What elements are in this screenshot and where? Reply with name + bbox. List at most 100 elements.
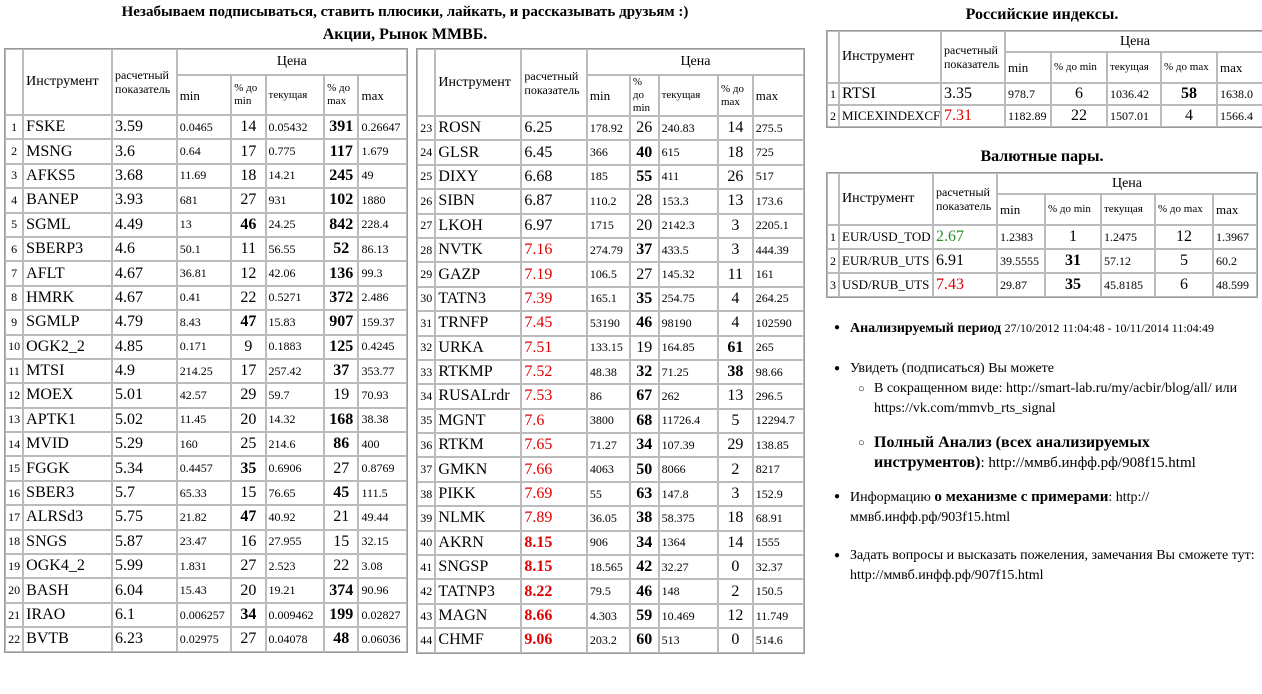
- max-value: 228.4: [358, 212, 407, 237]
- min-value: 681: [176, 188, 232, 213]
- pct-to-min: 68: [629, 408, 659, 434]
- max-value: 159.37: [358, 310, 407, 335]
- instrument-name: AFLT: [23, 261, 113, 286]
- pct-to-max: 4: [717, 286, 753, 312]
- min-value: 42.57: [176, 383, 232, 408]
- pct-to-min: 34: [231, 602, 266, 628]
- instrument-name: NVTK: [435, 237, 522, 263]
- header-pct-max: % до max: [1161, 52, 1217, 83]
- max-value: 400: [358, 432, 407, 457]
- current-value: 10.469: [658, 603, 718, 629]
- period-line: Анализируемый период 27/10/2012 11:04:48…: [832, 318, 1262, 339]
- calc-value: 5.99: [112, 554, 177, 579]
- pct-to-max: 18: [717, 140, 753, 165]
- current-value: 19.21: [265, 578, 325, 603]
- min-value: 160: [176, 432, 232, 457]
- instrument-name: GLSR: [435, 140, 522, 165]
- calc-value: 7.69: [521, 481, 587, 507]
- row-index: 11: [5, 358, 24, 384]
- pct-to-max: 168: [324, 407, 359, 433]
- min-value: 39.5555: [997, 249, 1045, 273]
- max-value: 1.3967: [1213, 225, 1258, 249]
- pct-to-min: 11: [231, 236, 266, 262]
- table-row: 12 MOEX 5.01 42.57 29 59.7 19 70.93: [5, 383, 407, 408]
- pct-to-min: 50: [629, 457, 659, 482]
- row-index: 17: [5, 505, 24, 530]
- table-row: 43 MAGN 8.66 4.303 59 10.469 12 11.749: [417, 603, 804, 629]
- min-value: 1182.89: [1005, 105, 1051, 127]
- calc-value: 3.59: [112, 115, 177, 140]
- instrument-name: SNGSP: [435, 555, 522, 580]
- pct-to-max: 391: [324, 115, 359, 140]
- pct-to-min: 12: [231, 261, 266, 286]
- header-current: текущая: [1107, 52, 1161, 83]
- pct-to-min: 16: [231, 529, 266, 555]
- instrument-name: LKOH: [435, 213, 522, 238]
- row-index: 34: [417, 384, 436, 409]
- calc-value: 6.87: [521, 189, 587, 214]
- instrument-name: MVID: [23, 432, 113, 457]
- pct-to-min: 19: [629, 335, 659, 360]
- pct-to-min: 17: [231, 358, 266, 384]
- short-link-line[interactable]: В сокращенном виде: http://smart-lab.ru/…: [832, 379, 1262, 419]
- max-value: 0.4245: [358, 334, 407, 359]
- calc-value: 7.51: [521, 335, 587, 360]
- min-value: 106.5: [586, 262, 630, 287]
- pct-to-max: 15: [324, 529, 359, 555]
- calc-value: 4.79: [112, 310, 177, 335]
- max-value: 2.486: [358, 285, 407, 311]
- table-row: 28 NVTK 7.16 274.79 37 433.5 3 444.39: [417, 237, 804, 263]
- pct-to-min: 29: [231, 383, 266, 408]
- table-row: 33 RTKMP 7.52 48.38 32 71.25 38 98.66: [417, 359, 804, 385]
- instrument-name: BASH: [23, 578, 113, 603]
- full-analysis-line[interactable]: Полный Анализ (всех анализируемых инстру…: [832, 433, 1262, 473]
- pct-to-min: 32: [629, 359, 659, 385]
- header-min: min: [176, 75, 232, 115]
- current-value: 615: [658, 140, 718, 165]
- min-value: 18.565: [586, 555, 630, 580]
- table-row: 3 AFKS5 3.68 11.69 18 14.21 245 49: [5, 163, 407, 189]
- pct-to-max: 374: [324, 578, 359, 603]
- calc-value: 3.68: [112, 163, 177, 189]
- pct-to-max: 58: [1161, 83, 1217, 105]
- row-index: 26: [417, 189, 436, 214]
- pct-to-min: 55: [629, 164, 659, 190]
- header-pct-min: % до min: [629, 75, 659, 116]
- table-row: 40 AKRN 8.15 906 34 1364 14 1555: [417, 530, 804, 556]
- min-value: 366: [586, 140, 630, 165]
- instrument-name: ROSN: [435, 116, 522, 141]
- table-row: 23 ROSN 6.25 178.92 26 240.83 14 275.5: [417, 116, 804, 141]
- min-value: 0.41: [176, 285, 232, 311]
- header-min: min: [586, 75, 630, 116]
- ask-line[interactable]: Задать вопросы и высказать пожеления, за…: [832, 546, 1262, 586]
- instrument-name: CHMF: [435, 628, 522, 653]
- instrument-name: ALRSd3: [23, 505, 113, 530]
- current-value: 42.06: [265, 261, 325, 286]
- max-value: 264.25: [752, 286, 804, 312]
- current-value: 411: [658, 164, 718, 190]
- pct-to-min: 22: [231, 285, 266, 311]
- header-current: текущая: [658, 75, 718, 116]
- pct-to-min: 17: [231, 139, 266, 164]
- stocks-table-right: Инструмент расчетный показатель Цена min% д…: [416, 48, 805, 654]
- header-instrument: Инструмент: [839, 31, 941, 83]
- max-value: 86.13: [358, 236, 407, 262]
- pct-to-max: 0: [717, 555, 753, 580]
- calc-value: 4.9: [112, 358, 177, 384]
- mechanism-line[interactable]: Информацию о механизме с примерами: http…: [832, 487, 1262, 528]
- max-value: 3.08: [358, 554, 407, 579]
- max-value: 11.749: [752, 603, 804, 629]
- row-index: 21: [5, 602, 24, 628]
- current-value: 153.3: [658, 189, 718, 214]
- row-index: 42: [417, 579, 436, 604]
- calc-value: 5.02: [112, 407, 177, 433]
- table-row: 13 APTK1 5.02 11.45 20 14.32 168 38.38: [5, 407, 407, 433]
- header-pct-max: % до max: [324, 75, 359, 115]
- current-value: 0.05432: [265, 115, 325, 140]
- instrument-name: MTSI: [23, 358, 113, 384]
- max-value: 152.9: [752, 481, 804, 507]
- current-value: 164.85: [658, 335, 718, 360]
- instrument-name: USD/RUB_UTS: [839, 273, 933, 297]
- row-index: 25: [417, 164, 436, 190]
- pct-to-max: 3: [717, 481, 753, 507]
